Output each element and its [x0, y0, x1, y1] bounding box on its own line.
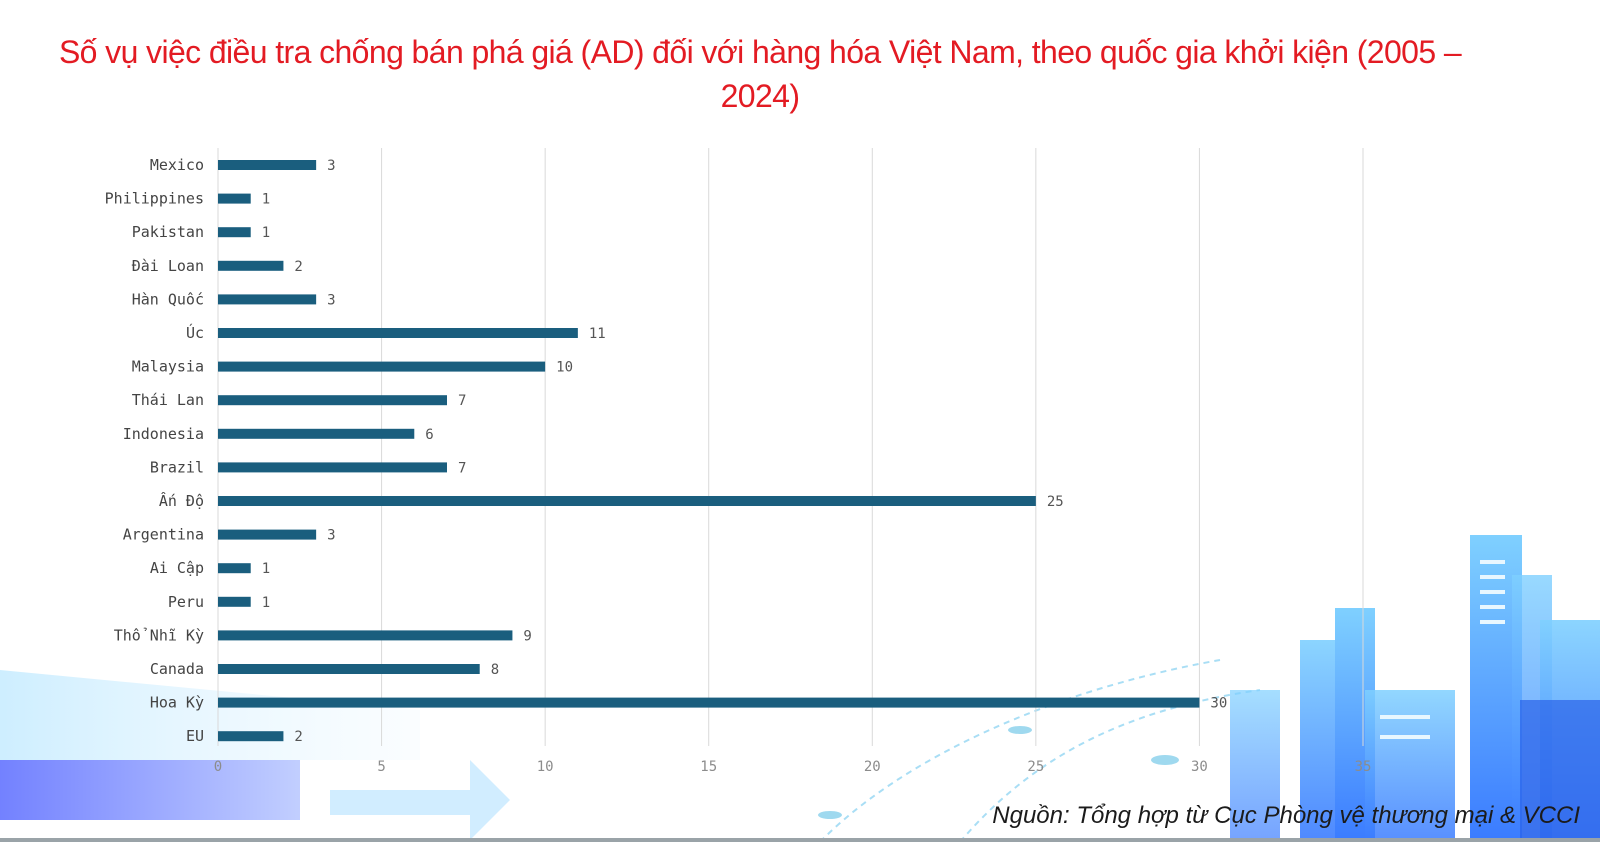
category-label: Ai Cập: [150, 559, 204, 577]
category-label: EU: [186, 727, 204, 745]
bar: [218, 361, 546, 372]
data-label: 3: [327, 528, 335, 544]
bar: [218, 462, 447, 473]
x-tick-label: 15: [700, 759, 717, 775]
bar: [218, 428, 415, 439]
data-label: 11: [589, 326, 606, 342]
category-label: Thái Lan: [132, 391, 204, 409]
category-label: Hoa Kỳ: [150, 694, 204, 712]
bar: [218, 664, 480, 674]
bar: [218, 260, 284, 271]
data-label: 3: [327, 292, 335, 308]
bar: [218, 160, 317, 170]
data-label: 8: [491, 662, 499, 678]
bar: [218, 294, 317, 305]
bar: [218, 731, 284, 742]
category-label: Brazil: [150, 458, 204, 476]
data-label: 30: [1210, 696, 1227, 712]
data-label: 1: [262, 225, 270, 241]
category-label: Úc: [186, 323, 204, 342]
bar: [218, 227, 251, 238]
category-label: Canada: [150, 660, 204, 678]
bar: [218, 395, 447, 406]
source-note: Nguồn: Tổng hợp từ Cục Phòng vệ thương m…: [992, 802, 1580, 829]
category-label: Hàn Quốc: [132, 290, 204, 308]
x-tick-label: 30: [1191, 759, 1208, 775]
category-label: Mexico: [150, 156, 204, 174]
bar: [218, 596, 251, 607]
category-label: Peru: [168, 593, 204, 611]
bar: [218, 529, 317, 540]
data-label: 7: [458, 393, 466, 409]
category-label: Argentina: [123, 526, 204, 544]
data-label: 1: [262, 595, 270, 611]
bottom-border: [0, 838, 1600, 842]
data-label: 6: [425, 427, 433, 443]
bar: [218, 630, 513, 641]
data-label: 1: [262, 192, 270, 208]
category-label: Philippines: [105, 190, 204, 208]
data-label: 2: [294, 259, 302, 275]
data-label: 3: [327, 158, 335, 174]
x-tick-label: 0: [214, 759, 222, 775]
x-tick-label: 10: [537, 759, 554, 775]
x-tick-label: 20: [864, 759, 881, 775]
bar: [218, 328, 578, 338]
category-label: Malaysia: [132, 358, 204, 376]
x-tick-label: 5: [377, 759, 385, 775]
category-label: Ấn Độ: [159, 491, 204, 510]
chart-title: Số vụ việc điều tra chống bán phá giá (A…: [58, 34, 1462, 114]
x-tick-label: 25: [1027, 759, 1044, 775]
category-label: Thổ Nhĩ Kỳ: [114, 626, 204, 644]
data-label: 1: [262, 561, 270, 577]
data-label: 2: [294, 729, 302, 745]
category-label: Đài Loan: [132, 257, 204, 275]
bar: [218, 496, 1036, 506]
bar: [218, 697, 1200, 708]
bar: [218, 193, 251, 204]
category-label: Pakistan: [132, 223, 204, 241]
data-label: 10: [556, 360, 573, 376]
bar: [218, 563, 251, 574]
data-label: 25: [1047, 494, 1064, 510]
data-label: 9: [523, 628, 531, 644]
data-label: 7: [458, 460, 466, 476]
category-label: Indonesia: [123, 425, 204, 443]
x-tick-label: 35: [1355, 759, 1372, 775]
